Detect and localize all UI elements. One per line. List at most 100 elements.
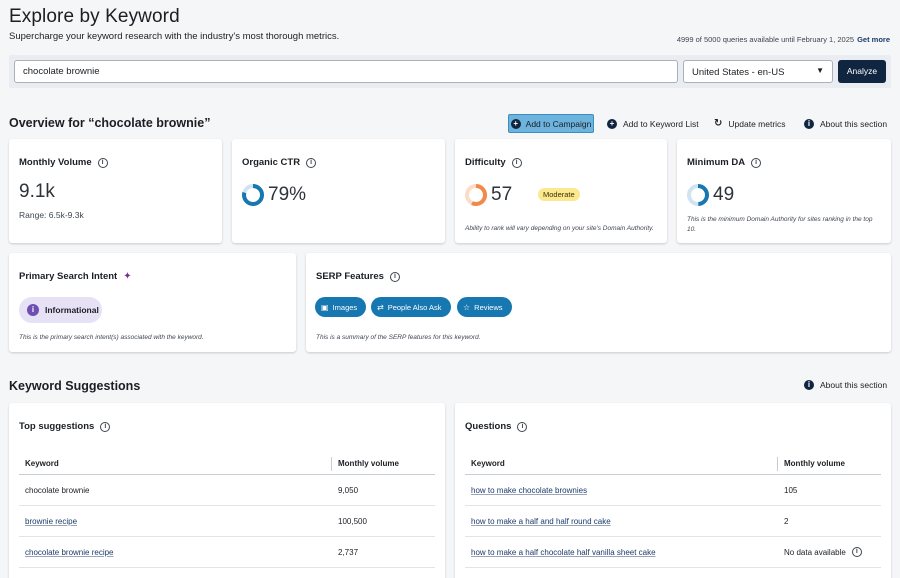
minimum-da-note: This is the minimum Domain Authority for… <box>687 216 873 233</box>
minimum-da-donut-chart <box>687 184 709 206</box>
column-header-volume[interactable]: Monthly volume <box>784 459 845 468</box>
difficulty-note: Ability to rank will vary depending on y… <box>465 225 654 232</box>
monthly-volume-card: Monthly Volume i 9.1k Range: 6.5k-9.3k <box>9 139 222 243</box>
chevron-down-icon: ▼ <box>816 66 824 75</box>
overview-title: Overview for “chocolate brownie” <box>9 116 211 130</box>
add-to-keyword-list-button[interactable]: + Add to Keyword List <box>607 114 699 133</box>
monthly-volume-title: Monthly Volume i <box>19 157 108 168</box>
volume-cell: 2,737 <box>338 547 359 557</box>
info-icon[interactable]: i <box>97 157 108 168</box>
serp-chip-images[interactable]: ▣ Images <box>315 297 367 317</box>
add-to-campaign-label: Add to Campaign <box>525 118 592 129</box>
table-row: how to make a half and half round cake 2 <box>465 506 881 537</box>
serp-features-title: SERP Features i <box>316 271 400 282</box>
search-bar: United States - en-US ▼ Analyze <box>9 55 891 88</box>
info-icon[interactable]: i <box>389 271 400 282</box>
minimum-da-card: Minimum DA i 49 This is the minimum Doma… <box>677 139 891 243</box>
table-row: chocolate brownie recipe 2,737 <box>19 537 435 568</box>
organic-ctr-value: 79% <box>268 184 307 205</box>
serp-chip-reviews[interactable]: ☆ Reviews <box>457 297 512 317</box>
star-icon: ☆ <box>463 302 471 312</box>
questions-title: Questions i <box>465 421 528 432</box>
update-metrics-button[interactable]: ↻ Update metrics <box>714 114 786 133</box>
about-section-label: About this section <box>820 118 888 129</box>
column-header-keyword[interactable]: Keyword <box>465 457 778 471</box>
add-to-campaign-button[interactable]: + Add to Campaign <box>508 114 594 133</box>
locale-select[interactable]: United States - en-US ▼ <box>683 60 833 83</box>
swap-arrows-icon: ⇄ <box>377 302 384 312</box>
serp-note: This is a summary of the SERP features f… <box>316 334 481 341</box>
difficulty-card: Difficulty i 57 Moderate Ability to rank… <box>455 139 667 243</box>
info-icon[interactable]: i <box>851 547 862 557</box>
keyword-link[interactable]: how to make chocolate brownies <box>471 485 588 495</box>
difficulty-badge: Moderate <box>538 188 580 201</box>
search-intent-card: Primary Search Intent ✦ i Informational … <box>9 253 296 352</box>
difficulty-title: Difficulty i <box>465 157 522 168</box>
keyword-link[interactable]: how to make a half and half round cake <box>471 516 611 526</box>
volume-cell: 105 <box>784 485 798 495</box>
quota-text: 4999 of 5000 queries available until Feb… <box>676 35 855 44</box>
search-intent-title: Primary Search Intent ✦ <box>19 271 132 282</box>
questions-card: Questions i Keyword Monthly volume how t… <box>455 403 891 578</box>
page-header: Explore by Keyword Supercharge your keyw… <box>9 6 339 42</box>
plus-circle-icon: + <box>607 118 617 129</box>
info-icon[interactable]: i <box>100 421 111 432</box>
keyword-link[interactable]: brownie recipe <box>25 516 78 526</box>
volume-cell: 100,500 <box>338 516 367 526</box>
ctr-donut-chart <box>242 184 264 206</box>
minimum-da-value: 49 <box>713 184 735 205</box>
info-icon[interactable]: i <box>517 421 528 432</box>
info-icon: i <box>804 118 814 129</box>
minimum-da-title: Minimum DA i <box>687 157 762 168</box>
info-icon[interactable]: i <box>306 157 317 168</box>
table-header: Keyword Monthly volume <box>19 454 435 475</box>
info-icon[interactable]: i <box>751 157 762 168</box>
page-title: Explore by Keyword <box>9 6 180 27</box>
monthly-volume-range: Range: 6.5k-9.3k <box>19 210 84 220</box>
info-icon: i <box>27 304 39 316</box>
add-to-keyword-list-label: Add to Keyword List <box>623 118 699 129</box>
top-suggestions-title: Top suggestions i <box>19 421 111 432</box>
column-header-keyword[interactable]: Keyword <box>19 457 332 471</box>
table-row: chocolate brownie 9,050 <box>19 475 435 506</box>
info-icon[interactable]: i <box>511 157 522 168</box>
keyword-suggestions-title: Keyword Suggestions <box>9 379 141 393</box>
volume-cell: No data available i <box>778 547 862 557</box>
info-icon: i <box>804 380 814 390</box>
keyword-cell: chocolate brownie <box>25 485 90 495</box>
update-metrics-label: Update metrics <box>728 118 786 129</box>
no-data-label: No data available <box>784 547 846 557</box>
about-section-button[interactable]: i About this section <box>804 380 887 390</box>
serp-chip-people-also-ask[interactable]: ⇄ People Also Ask <box>371 297 451 317</box>
intent-note: This is the primary search intent(s) ass… <box>19 334 204 341</box>
difficulty-donut-chart <box>465 184 487 206</box>
sparkle-icon: ✦ <box>123 271 132 282</box>
get-more-link[interactable]: Get more <box>857 35 890 44</box>
questions-table: Keyword Monthly volume how to make choco… <box>465 454 881 568</box>
query-quota: 4999 of 5000 queries available until Feb… <box>677 35 890 44</box>
volume-cell: 2 <box>784 516 789 526</box>
keyword-link[interactable]: chocolate brownie recipe <box>25 547 114 557</box>
keyword-link[interactable]: how to make a half chocolate half vanill… <box>471 547 656 557</box>
serp-features-card: SERP Features i ▣ Images ⇄ People Also A… <box>306 253 891 352</box>
about-section-label: About this section <box>820 380 888 390</box>
organic-ctr-title: Organic CTR i <box>242 157 317 168</box>
table-header: Keyword Monthly volume <box>465 454 881 475</box>
analyze-button[interactable]: Analyze <box>838 60 886 83</box>
table-row: how to make chocolate brownies 105 <box>465 475 881 506</box>
table-row: brownie recipe 100,500 <box>19 506 435 537</box>
monthly-volume-value: 9.1k <box>19 181 55 202</box>
page-subtitle: Supercharge your keyword research with t… <box>9 31 340 42</box>
difficulty-value: 57 <box>491 184 513 205</box>
plus-circle-icon: + <box>510 118 521 129</box>
column-header-volume[interactable]: Monthly volume <box>338 459 399 468</box>
table-row: how to make a half chocolate half vanill… <box>465 537 881 568</box>
top-suggestions-table: Keyword Monthly volume chocolate brownie… <box>19 454 435 568</box>
intent-label: Informational <box>45 305 99 315</box>
organic-ctr-card: Organic CTR i 79% <box>232 139 445 243</box>
volume-cell: 9,050 <box>338 485 359 495</box>
about-section-button[interactable]: i About this section <box>804 114 887 133</box>
top-suggestions-card: Top suggestions i Keyword Monthly volume… <box>9 403 445 578</box>
image-icon: ▣ <box>321 302 329 312</box>
keyword-search-input[interactable] <box>14 60 678 83</box>
